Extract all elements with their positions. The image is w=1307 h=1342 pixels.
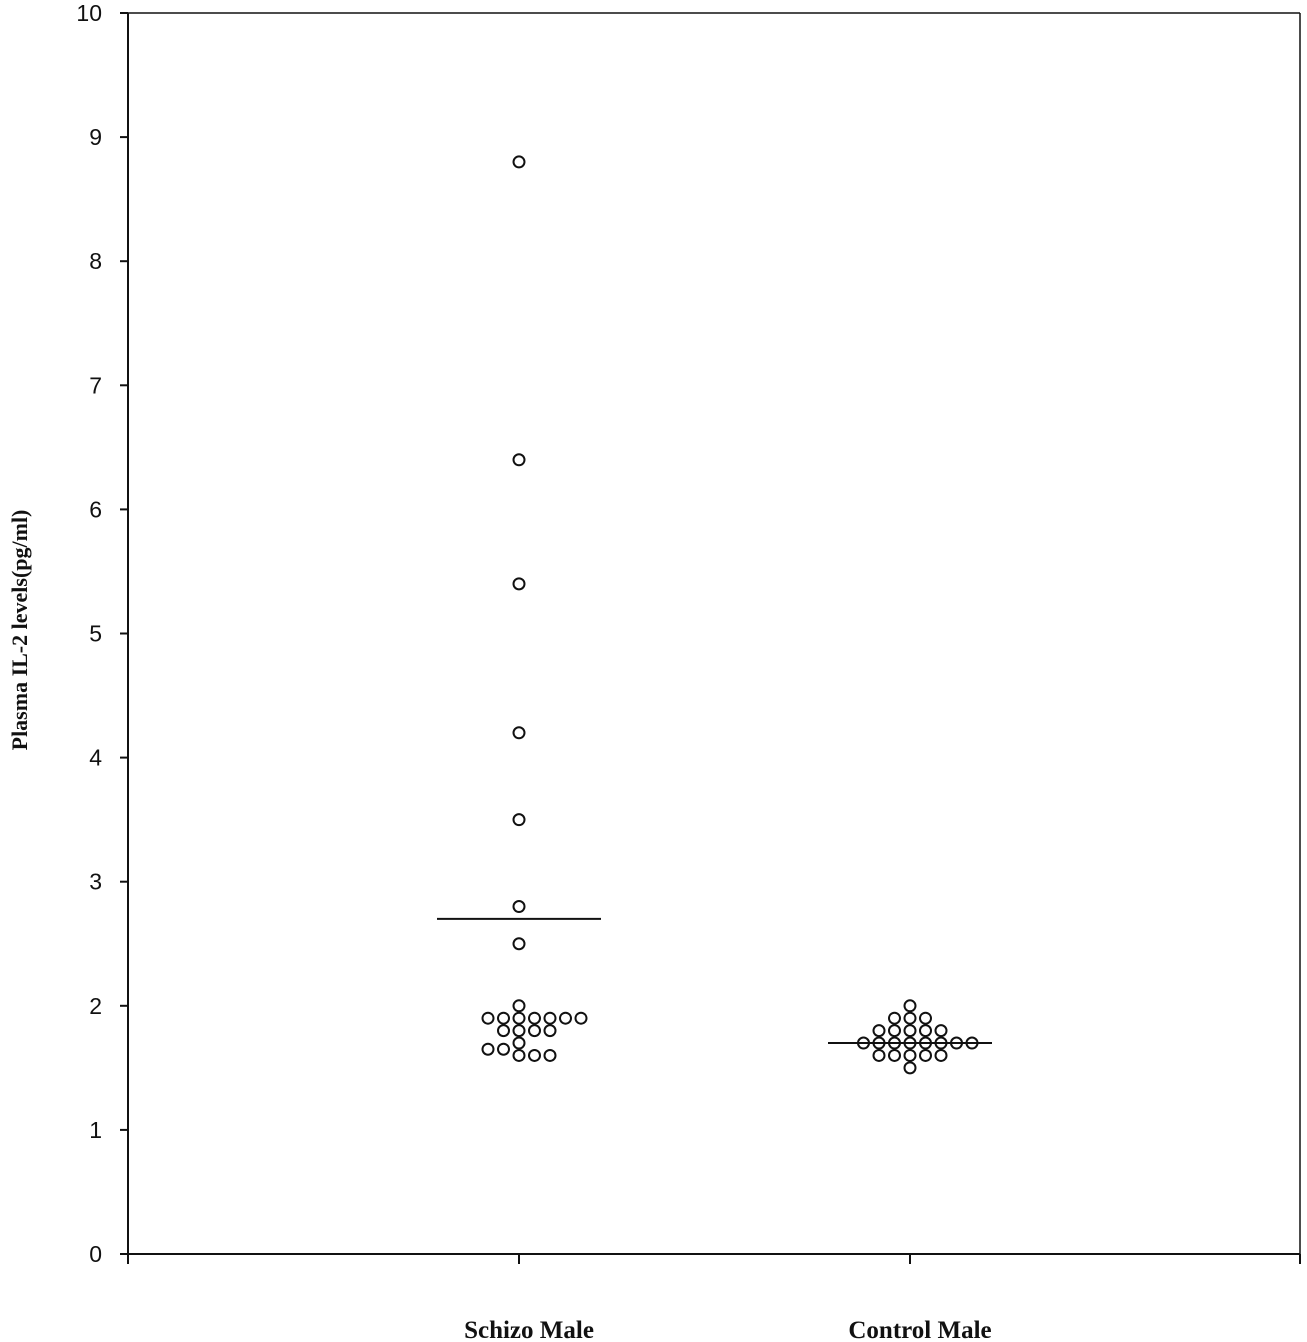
x-category-label: Schizo Male — [464, 1317, 594, 1342]
data-point — [888, 1011, 901, 1025]
data-point — [919, 1011, 932, 1025]
data-point — [512, 813, 526, 827]
data-point — [512, 155, 526, 169]
data-point — [903, 999, 917, 1013]
data-point — [512, 1011, 526, 1025]
data-point — [919, 1024, 932, 1038]
data-point — [965, 1036, 979, 1050]
data-point — [872, 1024, 886, 1038]
data-point — [888, 1036, 901, 1050]
y-tick-label: 7 — [89, 372, 102, 398]
data-point — [481, 1042, 495, 1056]
data-points — [481, 155, 979, 1075]
data-point — [512, 937, 526, 951]
y-tick-label: 6 — [89, 496, 102, 522]
y-tick-label: 2 — [89, 993, 102, 1019]
data-point — [919, 1036, 932, 1050]
data-point — [919, 1048, 932, 1062]
data-point — [528, 1011, 541, 1025]
data-point — [497, 1011, 510, 1025]
y-axis-title: Plasma IL-2 levels(pg/ml) — [7, 510, 32, 751]
y-tick-label: 4 — [89, 745, 102, 771]
data-point — [497, 1024, 510, 1038]
y-tick-label: 8 — [89, 248, 102, 274]
y-tick-label: 10 — [76, 0, 102, 26]
data-point — [512, 1048, 526, 1062]
data-point — [934, 1036, 948, 1050]
y-tick-label: 1 — [89, 1117, 102, 1143]
data-point — [857, 1036, 870, 1050]
data-point — [512, 999, 526, 1013]
data-point — [872, 1036, 886, 1050]
data-point — [872, 1048, 886, 1062]
data-point — [481, 1011, 495, 1025]
data-point — [888, 1048, 901, 1062]
x-category-label: Control Male — [848, 1317, 991, 1342]
data-point — [512, 726, 526, 740]
data-point — [512, 1036, 526, 1050]
y-tick-label: 3 — [89, 869, 102, 895]
data-point — [528, 1048, 541, 1062]
data-point — [903, 1048, 917, 1062]
data-point — [934, 1048, 948, 1062]
data-point — [512, 453, 526, 467]
data-point — [512, 1024, 526, 1038]
data-point — [543, 1011, 557, 1025]
y-tick-label: 9 — [89, 124, 102, 150]
mean-lines — [437, 917, 992, 1045]
data-point — [559, 1011, 572, 1025]
data-point — [543, 1024, 557, 1038]
data-point — [888, 1024, 901, 1038]
data-point — [903, 1024, 917, 1038]
y-tick-label: 5 — [89, 621, 102, 647]
y-tick-label: 0 — [89, 1241, 102, 1267]
data-point — [574, 1011, 588, 1025]
data-point — [512, 900, 526, 914]
x-ticks: Schizo Male Control Male — [127, 1254, 1301, 1342]
axes — [127, 12, 1301, 1255]
data-point — [903, 1011, 917, 1025]
data-point — [497, 1042, 510, 1056]
data-point — [903, 1036, 917, 1050]
data-point — [512, 577, 526, 591]
data-point — [934, 1024, 948, 1038]
data-point — [903, 1061, 917, 1075]
data-point — [950, 1036, 963, 1050]
data-point — [543, 1048, 557, 1062]
y-ticks: 0 1 2 3 4 5 6 7 8 9 10 — [76, 0, 128, 1267]
data-point — [528, 1024, 541, 1038]
